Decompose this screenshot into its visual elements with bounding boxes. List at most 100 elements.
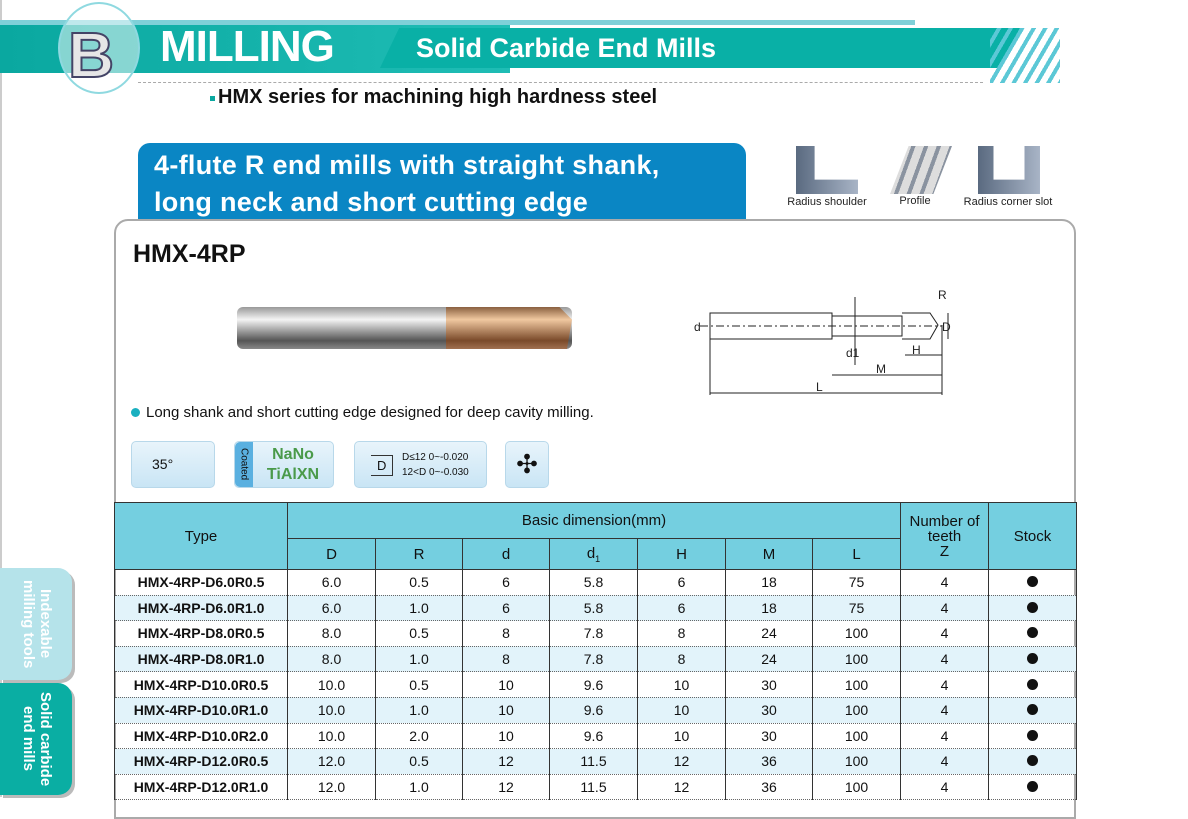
stock-dot-icon [1027, 678, 1038, 690]
cell-value: 4 [900, 723, 989, 750]
side-tab-label: Solid carbide end mills [20, 691, 54, 787]
cell-value: 8 [637, 620, 726, 647]
cell-value: 75 [812, 595, 901, 622]
cell-value: 4 [900, 595, 989, 622]
cell-value: 11.5 [549, 748, 638, 775]
header-teeth-label: Number of teeth [909, 512, 980, 545]
stock-dot-icon [1027, 704, 1038, 716]
cell-value: 2.0 [375, 723, 463, 750]
radius-corner-slot-icon [978, 146, 1040, 194]
cell-value: 18 [725, 569, 813, 596]
cell-value: 8.0 [287, 620, 376, 647]
cell-stock [988, 620, 1077, 647]
section-subtitle: Solid Carbide End Mills [416, 33, 717, 63]
cell-value: 6.0 [287, 569, 376, 596]
side-tab-solid-carbide[interactable]: Solid carbide end mills [0, 683, 72, 795]
tolerance-line: 12<D 0~-0.030 [402, 467, 469, 478]
cell-value: 4 [900, 748, 989, 775]
dimension-diagram: R D d d1 H M L [694, 288, 951, 395]
cell-value: 5.8 [549, 595, 638, 622]
header-teeth: Number of teeth Z [900, 502, 989, 570]
header-col-L: L [812, 538, 901, 570]
cell-value: 9.6 [549, 723, 638, 750]
cell-stock [988, 697, 1077, 724]
cell-stock [988, 723, 1077, 750]
cell-value: 4 [900, 646, 989, 673]
stock-dot-icon [1027, 755, 1038, 767]
cell-value: 100 [812, 646, 901, 673]
table-row: HMX-4RP-D6.0R1.0 6.0 1.0 6 5.8 6 18 75 4 [114, 595, 1077, 622]
cell-value: 100 [812, 774, 901, 801]
helix-angle: 35° [152, 456, 174, 472]
label-M: M [876, 362, 886, 376]
table-row: HMX-4RP-D8.0R1.0 8.0 1.0 8 7.8 8 24 100 4 [114, 646, 1077, 673]
cell-value: 4 [900, 697, 989, 724]
cell-value: 6.0 [287, 595, 376, 622]
cell-value: 12 [462, 774, 550, 801]
header-col-d: d [462, 538, 550, 570]
side-tab-indexable[interactable]: Indexable milling tools [0, 568, 72, 680]
bullet-icon [210, 96, 215, 101]
cell-stock [988, 646, 1077, 673]
header-type: Type [114, 502, 288, 570]
cell-value: 0.5 [375, 620, 463, 647]
header-basic-dimension: Basic dimension(mm) [287, 502, 901, 539]
tolerance-badge: D D≤12 0~-0.020 12<D 0~-0.030 [354, 441, 487, 488]
cell-value: 18 [725, 595, 813, 622]
cell-value: 10.0 [287, 723, 376, 750]
cell-value: 24 [725, 646, 813, 673]
cell-value: 36 [725, 774, 813, 801]
application-label: Radius shoulder [787, 196, 867, 208]
header-subtitle-band [380, 28, 1020, 68]
cell-value: 6 [462, 569, 550, 596]
table-row: HMX-4RP-D12.0R0.5 12.0 0.5 12 11.5 12 36 100 4 [114, 748, 1077, 775]
cell-value: 10 [462, 671, 550, 698]
helix-angle-badge: 35° [131, 441, 215, 488]
header-stripes [990, 28, 1060, 83]
cell-value: 24 [725, 620, 813, 647]
header-col-d1: d1 [549, 538, 638, 570]
four-flute-icon: ✣ [505, 441, 549, 488]
cell-value: 7.8 [549, 620, 638, 647]
label-L: L [816, 380, 823, 394]
cell-type: HMX-4RP-D8.0R0.5 [114, 620, 288, 647]
cell-value: 10 [462, 697, 550, 724]
end-mill-head [446, 307, 572, 349]
cell-value: 8 [637, 646, 726, 673]
cell-value: 6 [637, 595, 726, 622]
cell-value: 1.0 [375, 697, 463, 724]
header-col-R: R [375, 538, 463, 570]
cell-stock [988, 595, 1077, 622]
cell-type: HMX-4RP-D12.0R0.5 [114, 748, 288, 775]
series-title: HMX series for machining high hardness s… [218, 86, 658, 108]
cell-value: 12 [637, 774, 726, 801]
header-band [0, 20, 915, 25]
cell-value: 12.0 [287, 748, 376, 775]
application-label: Radius corner slot [963, 196, 1053, 208]
stock-dot-icon [1027, 601, 1038, 613]
label-R: R [938, 288, 947, 302]
cell-stock [988, 774, 1077, 801]
cell-value: 0.5 [375, 748, 463, 775]
stock-dot-icon [1027, 781, 1038, 793]
cell-type: HMX-4RP-D10.0R0.5 [114, 671, 288, 698]
cell-value: 30 [725, 723, 813, 750]
cell-type: HMX-4RP-D8.0R1.0 [114, 646, 288, 673]
cell-value: 4 [900, 671, 989, 698]
model-title: HMX-4RP [133, 240, 246, 268]
header-col-M: M [725, 538, 813, 570]
coated-label: Coated [235, 442, 253, 487]
cell-value: 9.6 [549, 671, 638, 698]
cell-value: 30 [725, 697, 813, 724]
cell-value: 30 [725, 671, 813, 698]
cell-value: 100 [812, 620, 901, 647]
cell-stock [988, 671, 1077, 698]
stock-dot-icon [1027, 729, 1038, 741]
header-col-H: H [637, 538, 726, 570]
cell-value: 8 [462, 646, 550, 673]
profile-icon [890, 146, 952, 194]
cell-value: 1.0 [375, 646, 463, 673]
feature-bullet: Long shank and short cutting edge design… [131, 404, 594, 421]
cell-value: 12.0 [287, 774, 376, 801]
cell-value: 8 [462, 620, 550, 647]
